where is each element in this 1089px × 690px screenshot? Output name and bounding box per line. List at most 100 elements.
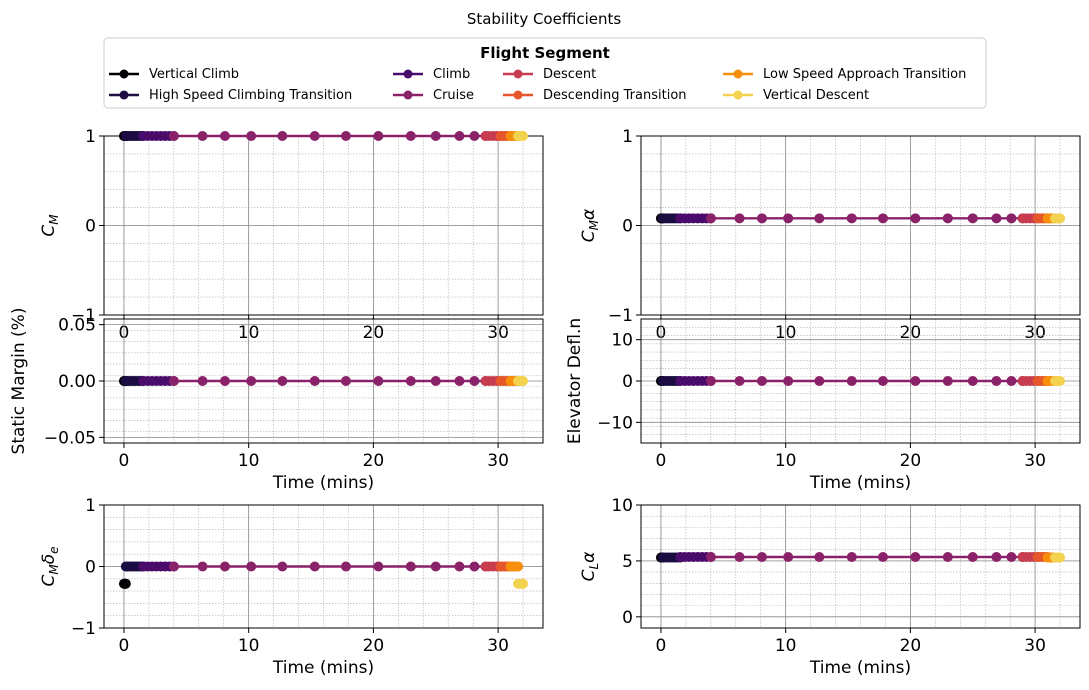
data-point xyxy=(168,561,179,572)
legend-marker xyxy=(403,69,413,79)
data-point xyxy=(469,376,480,386)
data-point xyxy=(967,551,978,562)
data-point xyxy=(168,376,179,386)
data-point xyxy=(518,578,529,589)
data-point xyxy=(168,131,179,141)
data-point xyxy=(373,131,384,141)
data-point xyxy=(277,561,288,572)
data-point xyxy=(340,376,351,386)
y-tick-label: 0 xyxy=(85,217,96,237)
data-point xyxy=(309,131,320,141)
y-tick-label: −1 xyxy=(71,306,96,326)
x-tick-label: 30 xyxy=(487,636,509,656)
data-point xyxy=(430,376,441,386)
y-axis-label: CMδe xyxy=(39,546,61,586)
legend-frame xyxy=(103,37,987,109)
legend-marker xyxy=(733,90,743,100)
data-point xyxy=(846,551,857,562)
data-point xyxy=(518,376,529,386)
y-tick-label: 1 xyxy=(85,127,96,147)
data-point xyxy=(454,376,465,386)
y-tick-label: 1 xyxy=(85,496,96,516)
axes-frame xyxy=(640,504,1081,629)
subplot-bottom-right: 0 10 20 30 0 5 10 Time (mins) CLα xyxy=(579,496,1081,678)
data-point xyxy=(942,551,953,562)
data-point xyxy=(430,561,441,572)
y-tick-label: −0.05 xyxy=(44,428,96,448)
data-point xyxy=(309,376,320,386)
x-tick-label: 10 xyxy=(775,451,797,471)
data-point xyxy=(1006,213,1017,224)
y-tick-label: −1 xyxy=(608,306,633,326)
data-point xyxy=(967,376,978,386)
legend-label: Vertical Descent xyxy=(763,88,869,103)
y-tick-label: 0 xyxy=(622,372,633,392)
legend: Flight Segment Vertical Climb High Speed… xyxy=(103,37,987,109)
data-point xyxy=(756,551,767,562)
legend-entry: Descending Transition xyxy=(503,88,687,103)
data-point xyxy=(1006,551,1017,562)
data-point xyxy=(814,376,825,386)
data-point xyxy=(910,551,921,562)
data-point xyxy=(454,561,465,572)
legend-marker xyxy=(513,69,523,79)
subplot-middle-left: 0 10 20 30 −0.05 0.00 0.05 Time (mins) Static Ma… xyxy=(9,308,544,493)
subplot-bottom-left: 0 10 20 30 −1 0 1 Time (mins) CMδe xyxy=(39,496,544,678)
y-tick-label: −1 xyxy=(71,619,96,639)
data-point xyxy=(1006,376,1017,386)
legend-entry: Vertical Descent xyxy=(723,88,869,103)
data-point xyxy=(783,213,794,224)
data-point xyxy=(1055,376,1066,386)
data-point xyxy=(219,131,230,141)
legend-marker xyxy=(733,69,743,79)
data-point xyxy=(340,561,351,572)
data-point xyxy=(277,131,288,141)
data-point xyxy=(309,561,320,572)
data-point xyxy=(846,213,857,224)
data-point xyxy=(910,376,921,386)
data-point xyxy=(705,376,716,386)
data-point xyxy=(877,551,888,562)
data-point xyxy=(705,213,716,224)
data-point xyxy=(967,213,978,224)
x-tick-label: 0 xyxy=(656,636,667,656)
data-point xyxy=(405,131,416,141)
y-axis-label: Elevator Defl.n xyxy=(565,318,585,444)
y-tick-label: 0 xyxy=(85,558,96,578)
data-point xyxy=(405,376,416,386)
y-axis-label: CLα xyxy=(579,552,601,582)
y-axis-label: Static Margin (%) xyxy=(9,308,29,455)
legend-label: Cruise xyxy=(433,88,474,103)
data-point xyxy=(219,376,230,386)
legend-marker xyxy=(513,90,523,100)
x-tick-label: 0 xyxy=(119,451,130,471)
subplot-middle-right: 0 10 20 30 −10 0 10 Time (mins) Elevator Defl.n xyxy=(565,318,1081,493)
y-tick-label: 1 xyxy=(622,127,633,147)
legend-entry: Climb xyxy=(393,67,470,82)
data-point xyxy=(734,213,745,224)
data-point xyxy=(197,376,208,386)
data-point xyxy=(734,551,745,562)
y-tick-label: 0 xyxy=(622,217,633,237)
data-point xyxy=(340,131,351,141)
y-tick-label: 5 xyxy=(622,552,633,572)
y-axis-label: CM xyxy=(39,214,61,237)
data-point xyxy=(430,131,441,141)
data-point xyxy=(197,561,208,572)
data-point xyxy=(756,213,767,224)
data-point xyxy=(814,213,825,224)
data-point xyxy=(246,376,257,386)
data-point xyxy=(783,551,794,562)
y-tick-label: −10 xyxy=(597,413,633,433)
data-point xyxy=(942,213,953,224)
data-point xyxy=(246,131,257,141)
legend-marker xyxy=(119,90,129,100)
data-point xyxy=(991,376,1002,386)
x-axis-label: Time (mins) xyxy=(272,473,374,493)
data-point xyxy=(454,131,465,141)
x-axis-label: Time (mins) xyxy=(809,473,911,493)
legend-marker xyxy=(119,69,129,79)
